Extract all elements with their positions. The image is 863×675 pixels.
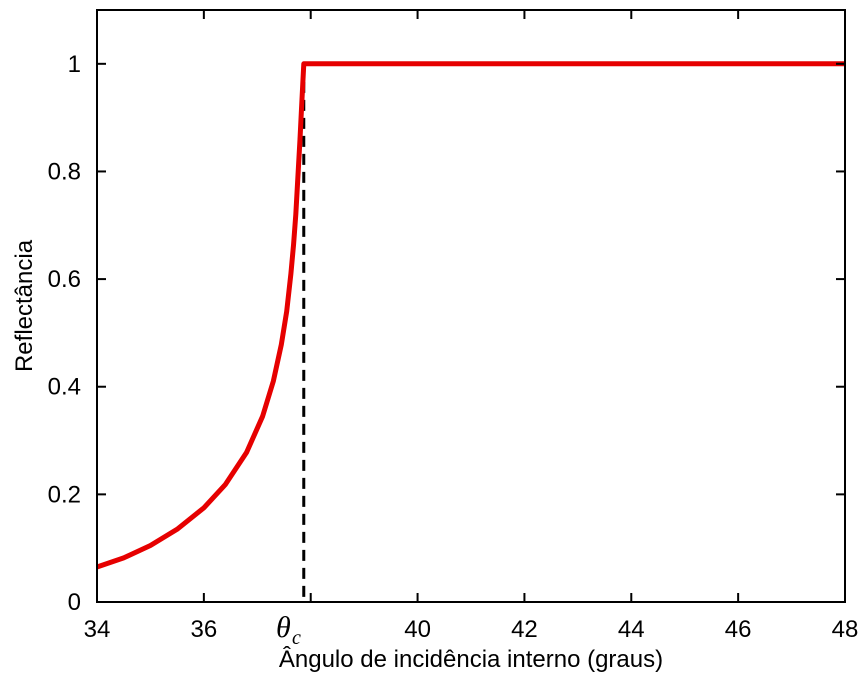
x-tick-label: 48 <box>832 616 859 643</box>
y-tick-label: 0.4 <box>48 374 81 401</box>
x-tick-label: 36 <box>191 616 218 643</box>
critical-angle-label: θ c <box>276 611 301 649</box>
x-tick-label: 44 <box>618 616 645 643</box>
y-ticks: 0 0.2 0.4 0.6 0.8 1 <box>48 51 845 616</box>
critical-angle-subscript: c <box>292 627 301 649</box>
plot-frame <box>96 9 846 603</box>
x-tick-label: 34 <box>84 616 111 643</box>
x-tick-label: 46 <box>725 616 752 643</box>
y-axis-title: Reflectância <box>11 239 38 372</box>
plot-area <box>97 10 845 602</box>
x-tick-label: 40 <box>404 616 431 643</box>
series-layer <box>96 61 845 570</box>
y-tick-label: 0 <box>68 589 81 616</box>
x-axis-title: Ângulo de incidência interno (graus) <box>279 646 663 673</box>
critical-angle-symbol: θ <box>276 611 291 644</box>
x-tick-label: 42 <box>511 616 538 643</box>
y-tick-label: 0.2 <box>48 481 81 508</box>
y-tick-label: 0.8 <box>48 158 81 185</box>
y-tick-label: 1 <box>68 51 81 78</box>
reflectance-series-line <box>96 61 845 570</box>
y-tick-label: 0.6 <box>48 266 81 293</box>
x-ticks: 34 36 40 42 44 46 48 <box>84 10 859 643</box>
